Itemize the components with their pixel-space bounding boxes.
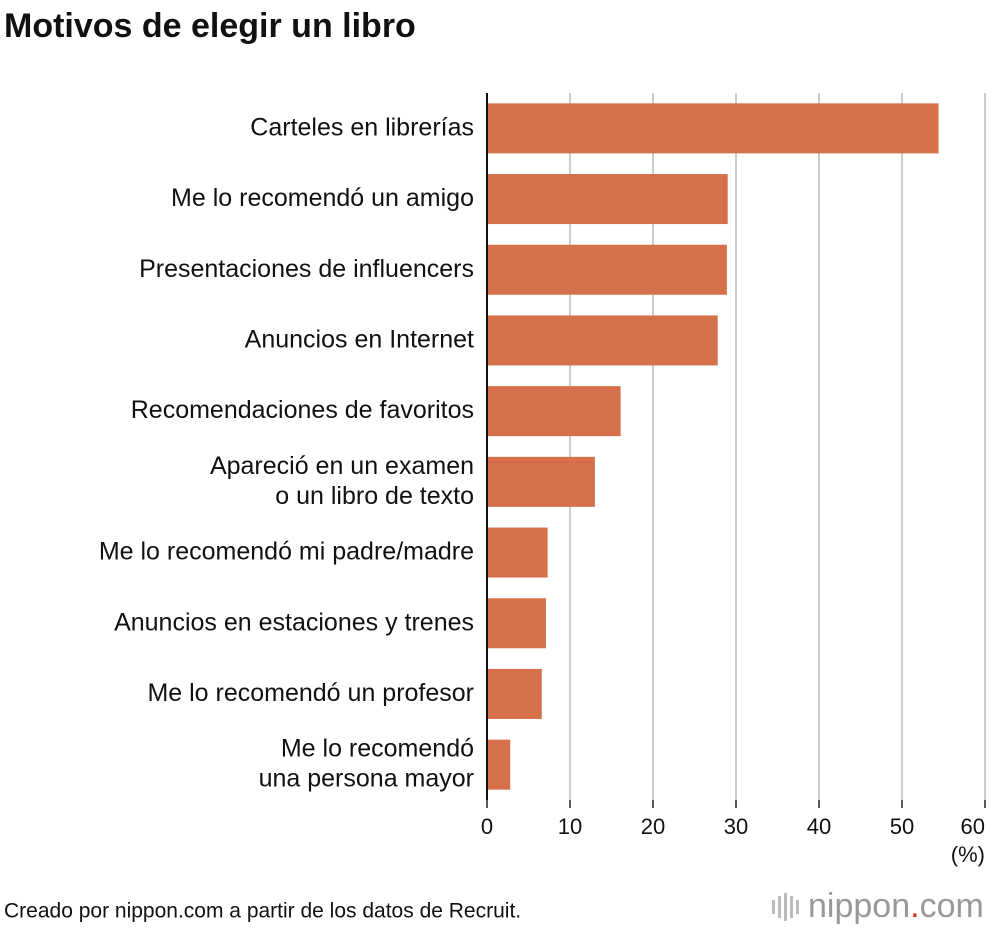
y-tick-label: Anuncios en Internet	[245, 325, 474, 353]
logo: nippon.com	[808, 887, 984, 925]
x-tick-label: 60	[961, 814, 985, 839]
bar	[487, 456, 595, 507]
label-line: Me lo recomendó mi padre/madre	[99, 537, 474, 565]
bar	[487, 739, 511, 790]
label-line: Anuncios en estaciones y trenes	[114, 608, 474, 636]
logo-dot: .	[910, 887, 919, 925]
label-line: Me lo recomendó un amigo	[171, 184, 474, 212]
chart-title: Motivos de elegir un libro	[4, 7, 416, 45]
x-tick-label: 30	[724, 814, 748, 839]
logo-suffix: com	[920, 887, 984, 925]
y-tick-label: Me lo recomendó un amigo	[171, 184, 474, 212]
y-tick-label: Anuncios en estaciones y trenes	[114, 608, 474, 636]
bar	[487, 386, 621, 437]
bar	[487, 244, 727, 295]
y-tick-label: Apareció en un examen o un libro de texto	[210, 451, 474, 509]
y-tick-label: Me lo recomendó mi padre/madre	[99, 537, 474, 565]
source: Creado por nippon.com a partir de los da…	[4, 900, 521, 923]
bar	[487, 174, 728, 225]
label-line: o un libro de texto	[275, 481, 474, 509]
x-tick-label: 10	[558, 814, 582, 839]
bar	[487, 103, 939, 154]
label-line: una persona mayor	[259, 764, 474, 792]
label-line: Me lo recomendó	[281, 734, 474, 762]
unit-label: (%)	[951, 842, 985, 867]
label-line: Anuncios en Internet	[245, 325, 474, 353]
x-tick-label: 50	[890, 814, 914, 839]
logo-name: nippon	[808, 887, 910, 925]
y-tick-label: Recomendaciones de favoritos	[131, 396, 474, 424]
y-tick-label: Me lo recomendó un profesor	[147, 679, 474, 707]
label-line: Carteles en librerías	[250, 113, 474, 141]
bar	[487, 668, 542, 719]
label-line: Apareció en un examen	[210, 451, 474, 479]
x-tick-label: 40	[807, 814, 831, 839]
label-line: Recomendaciones de favoritos	[131, 396, 474, 424]
logo-icon	[772, 893, 799, 921]
y-tick-label: Carteles en librerías	[250, 113, 474, 141]
x-tick-label: 0	[481, 814, 493, 839]
y-tick-label: Me lo recomendó una persona mayor	[259, 734, 474, 792]
label-line: Me lo recomendó un profesor	[147, 679, 474, 707]
bar	[487, 527, 548, 578]
y-tick-label: Presentaciones de influencers	[139, 254, 474, 282]
bar	[487, 315, 718, 366]
label-line: Presentaciones de influencers	[139, 254, 474, 282]
bar	[487, 598, 546, 649]
x-tick-label: 20	[641, 814, 665, 839]
